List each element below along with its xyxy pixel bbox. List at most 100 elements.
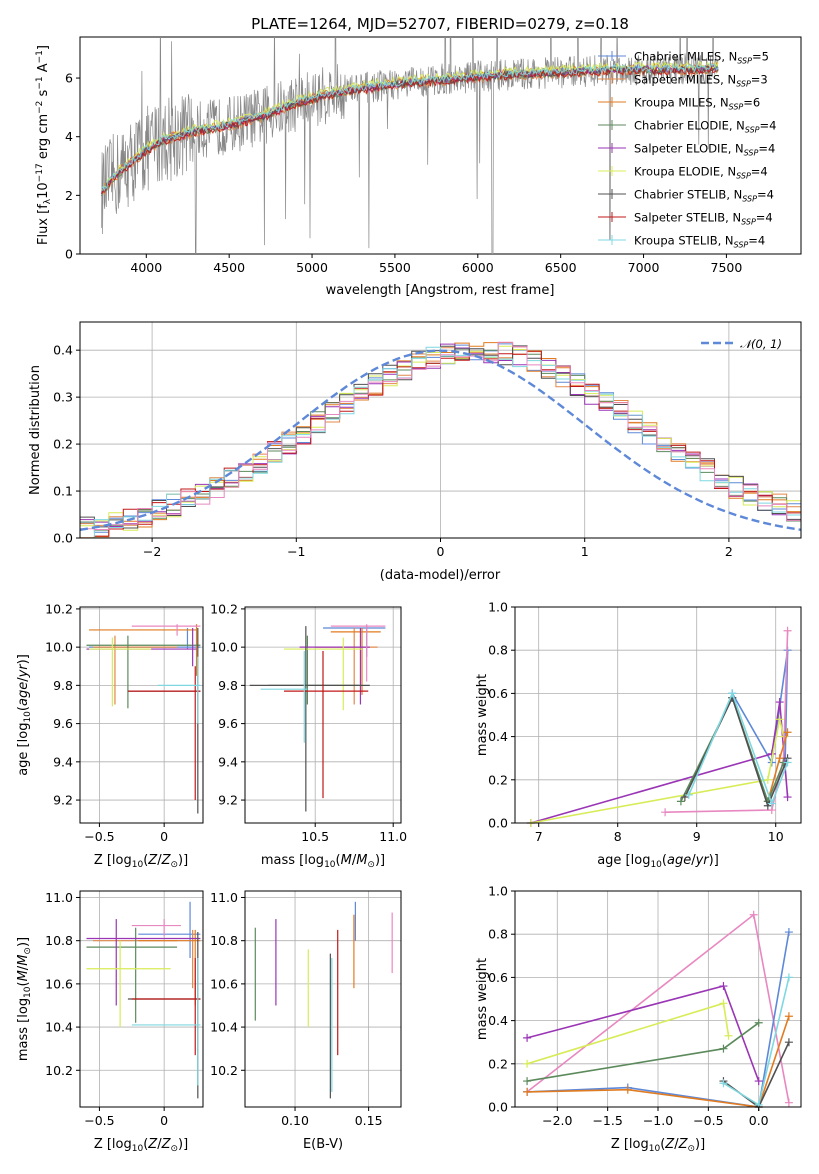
x-tick-label: −0.5	[84, 829, 114, 844]
mass-weight-point-pink	[784, 1098, 793, 1107]
axes-frame	[514, 606, 802, 824]
y-tick-label: 10.2	[210, 1063, 238, 1078]
y-tick-label: 10.2	[45, 601, 73, 616]
mass-weight-point-chabrier_stelib	[763, 801, 772, 810]
mass-weight-point-chabrier_elodie	[676, 797, 685, 806]
x-tick-label: −1.5	[592, 1113, 622, 1128]
y-tick-label: 2	[65, 188, 73, 203]
residual-ylabel: Normed distribution	[28, 365, 43, 495]
y-tick-label: 9.8	[218, 678, 238, 693]
y-tick-label: 0.6	[488, 686, 508, 701]
y-tick-label: 0.4	[488, 729, 508, 744]
y-tick-label: 10.8	[45, 933, 73, 948]
mass-weight-point-kroupa_stelib	[719, 1079, 728, 1088]
x-tick-label: 5500	[379, 260, 411, 275]
legend-label-salpeter_miles: Salpeter MILES, NSSP=3	[634, 73, 768, 89]
mass-weight-point-salpeter_elodie	[783, 793, 792, 802]
x-tick-label: 9	[693, 829, 701, 844]
axes-frame	[244, 890, 402, 1108]
y-tick-label: 0.8	[488, 643, 508, 658]
model-line-kroupa_stelib	[101, 62, 719, 192]
massweight-vs-age-panel: 7 8 9 10 0.0 0.2 0.4 0.6 0.8 1.0	[488, 600, 802, 844]
normal-legend-label: 𝒩(0, 1)	[740, 337, 782, 351]
mass-weight-line-kroupa_elodie	[530, 719, 785, 824]
massweight-vs-Z-xlabel: Z [log10(Z/Z⊙)]	[611, 1137, 705, 1154]
y-tick-label: 1.0	[488, 884, 508, 899]
age-vs-Z-ylabel: age [log10(age/yr)]	[16, 654, 33, 776]
x-tick-label: 0	[160, 829, 168, 844]
x-tick-label: 0.0	[749, 1113, 769, 1128]
x-tick-label: −2.0	[542, 1113, 572, 1128]
mass-weight-point-kroupa_elodie	[775, 715, 784, 724]
age-vs-Z-panel: −0.5 0 9.2 9.4 9.6 9.8 10.0 10.2	[45, 601, 204, 844]
y-tick-label: 1.0	[488, 600, 508, 615]
x-tick-label: 6500	[545, 260, 577, 275]
mass-weight-point-kroupa_stelib	[784, 973, 793, 982]
residual-xlabel: (data-model)/error	[380, 568, 501, 583]
x-tick-label: 8	[614, 829, 622, 844]
mass-weight-point-chabrier_elodie	[754, 1018, 763, 1027]
x-tick-label: 4000	[130, 260, 162, 275]
y-tick-label: 10.6	[210, 976, 238, 991]
residual-panel: −2 −1 0 1 2 0.0 0.1 0.2 0.3 0.4 (data-model)/erro…	[28, 321, 802, 583]
mass-weight-line-salpeter_elodie	[530, 701, 789, 824]
mass-weight-point-kroupa_miles	[775, 754, 784, 763]
x-tick-label: −1.0	[643, 1113, 673, 1128]
y-tick-label: 9.2	[218, 793, 238, 808]
massweight-vs-Z-panel: −2.0 −1.5 −1.0 −0.5 0.0 0.0 0.2 0.4 0.6 0.8 1.0	[488, 884, 802, 1128]
mass-weight-point-pink	[661, 808, 670, 817]
x-tick-label: 1	[581, 544, 589, 559]
y-tick-label: 0.0	[53, 531, 73, 546]
mass-weight-point-salpeter_elodie	[719, 982, 728, 991]
mass-weight-point-kroupa_miles	[523, 1087, 532, 1096]
spectrum-data-line	[101, 37, 719, 254]
spectrum-legend: Chabrier MILES, NSSP=5 Salpeter MILES, NS…	[598, 50, 776, 250]
small-panel-labels: Z [log10(Z/Z⊙)] age [log10(age/yr)] mass […	[16, 654, 719, 1154]
age-vs-mass-xlabel: mass [log10(M/M⊙)]	[261, 853, 385, 870]
mass-weight-point-kroupa_miles	[623, 1085, 632, 1094]
legend-label-chabrier_elodie: Chabrier ELODIE, NSSP=4	[634, 119, 776, 135]
spectrum-series-group	[101, 37, 719, 254]
legend-label-salpeter_stelib: Salpeter STELIB, NSSP=4	[634, 211, 773, 227]
mass-weight-line-kroupa_miles	[527, 1016, 790, 1108]
y-tick-label: 9.6	[53, 716, 73, 731]
mass-weight-point-kroupa_stelib	[728, 689, 737, 698]
mass-weight-point-kroupa_miles	[783, 728, 792, 737]
x-tick-label: 10	[768, 829, 784, 844]
x-tick-label: 0	[160, 1113, 168, 1128]
x-tick-label: −0.5	[693, 1113, 723, 1128]
y-tick-label: 10.2	[45, 1063, 73, 1078]
massweight-vs-age-ylabel: mass weight	[475, 674, 490, 756]
mass-weight-point-kroupa_stelib	[684, 790, 693, 799]
mass-weight-point-kroupa_elodie	[724, 1031, 733, 1040]
y-tick-label: 9.6	[218, 716, 238, 731]
axes-frame	[244, 606, 402, 824]
hist-pink	[80, 341, 801, 530]
mass-weight-point-salpeter_elodie	[523, 1033, 532, 1042]
mass-weight-point-chabrier_miles	[784, 928, 793, 937]
mass-vs-Z-panel: −0.5 0 10.2 10.4 10.6 10.8 11.0	[45, 890, 204, 1128]
x-tick-label: 7500	[711, 260, 743, 275]
mass-weight-point-kroupa_stelib	[767, 799, 776, 808]
y-tick-label: 10.4	[45, 1020, 73, 1035]
age-vs-mass-panel: 10.5 11.0 9.2 9.4 9.6 9.8 10.0 10.2	[210, 601, 407, 844]
y-tick-label: 0.1	[53, 484, 73, 499]
y-tick-label: 4	[65, 129, 73, 144]
y-tick-label: 9.2	[53, 793, 73, 808]
mass-weight-line-kroupa_stelib	[688, 691, 789, 806]
y-tick-label: 9.4	[53, 754, 73, 769]
mass-weight-point-pink	[749, 910, 758, 919]
x-tick-label: 7	[535, 829, 543, 844]
mass-weight-point-kroupa_miles	[784, 1012, 793, 1021]
mass-weight-point-chabrier_elodie	[719, 1044, 728, 1053]
y-tick-label: 9.4	[218, 754, 238, 769]
y-tick-label: 0	[65, 247, 73, 262]
mass-weight-point-kroupa_elodie	[719, 999, 728, 1008]
spectrum-title: PLATE=1264, MJD=52707, FIBERID=0279, z=0…	[251, 15, 629, 33]
y-tick-label: 0.4	[53, 343, 73, 358]
y-tick-label: 0.2	[53, 437, 73, 452]
mass-weight-point-chabrier_stelib	[784, 1038, 793, 1047]
x-tick-label: 7000	[628, 260, 660, 275]
y-tick-label: 10.2	[210, 601, 238, 616]
